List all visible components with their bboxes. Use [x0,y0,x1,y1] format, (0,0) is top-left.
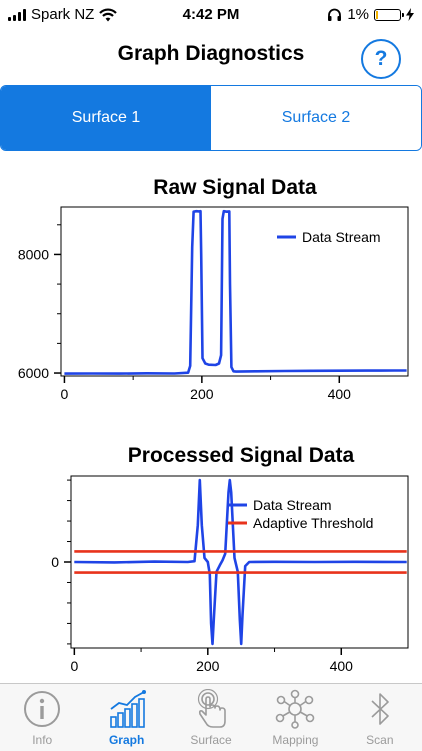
tab-bar: Info Graph Surface [0,683,422,751]
segment-surface-1[interactable]: Surface 1 [1,86,211,150]
tab-scan-label: Scan [366,733,394,747]
tab-surface[interactable]: Surface [169,684,253,751]
tab-info-label: Info [32,733,53,747]
signal-bars-icon [8,8,26,21]
raw-legend-label-data-stream: Data Stream [302,229,381,245]
wifi-icon [99,8,118,21]
processed-plot-frame [70,475,409,649]
raw-series-data-stream-0 [64,209,407,375]
processed-signal-chart: Processed Signal Data 0 200 400 0 Data Stre… [51,444,409,674]
battery-percent: 1% [347,6,369,23]
raw-x-tick-label: 0 [61,386,69,402]
tab-graph[interactable]: Graph [84,684,168,751]
raw-x-tick-label: 200 [190,386,214,402]
tab-graph-label: Graph [108,733,145,747]
bluetooth-icon [371,693,389,725]
raw-y-tick-label: 6000 [18,365,49,381]
charging-bolt-icon [406,8,414,21]
raw-y-tick-label: 8000 [18,246,49,262]
processed-axis-ticks: 0 200 400 0 [51,479,354,674]
status-bar: Spark NZ 4:42 PM 1% [0,0,422,30]
page-title: Graph Diagnostics [117,42,305,65]
raw-chart-title: Raw Signal Data [153,176,317,199]
segment-surface-2[interactable]: Surface 2 [211,86,421,150]
raw-legend: Data Stream [277,229,381,245]
processed-chart-title: Processed Signal Data [128,444,355,467]
processed-x-tick-label: 200 [196,658,220,674]
surface-segmented-control: Surface 1 Surface 2 [0,85,422,151]
network-nodes-icon [276,689,315,729]
tab-info[interactable]: Info [0,684,84,751]
tab-mapping-label: Mapping [272,733,319,747]
processed-legend-label-data-stream: Data Stream [253,497,332,513]
raw-signal-chart: Raw Signal Data 0 200 400 6000 8000 Data Str… [18,176,409,402]
help-button[interactable]: ? [361,39,401,79]
touch-hand-icon [197,689,226,728]
processed-y-tick-label: 0 [51,554,59,570]
raw-plot-frame [60,206,409,377]
processed-series-data-stream-0 [74,478,407,646]
carrier-name: Spark NZ [31,6,95,23]
status-time: 4:42 PM [182,6,240,23]
processed-x-tick-label: 0 [70,658,78,674]
tab-surface-label: Surface [190,733,232,747]
raw-series-lines [64,209,407,375]
raw-x-tick-label: 400 [328,386,352,402]
processed-legend-label-adaptive-threshold: Adaptive Threshold [253,515,373,531]
processed-legend: Data Stream Adaptive Threshold [228,497,373,531]
headphones-icon [328,8,342,21]
info-icon [24,691,61,727]
tab-scan[interactable]: Scan [338,684,422,751]
battery-icon [374,8,404,21]
processed-x-tick-label: 400 [330,658,354,674]
raw-axis-ticks: 0 200 400 6000 8000 [18,224,352,402]
processed-series-lines [74,478,407,646]
tab-mapping[interactable]: Mapping [253,684,337,751]
bar-graph-icon [109,690,146,728]
